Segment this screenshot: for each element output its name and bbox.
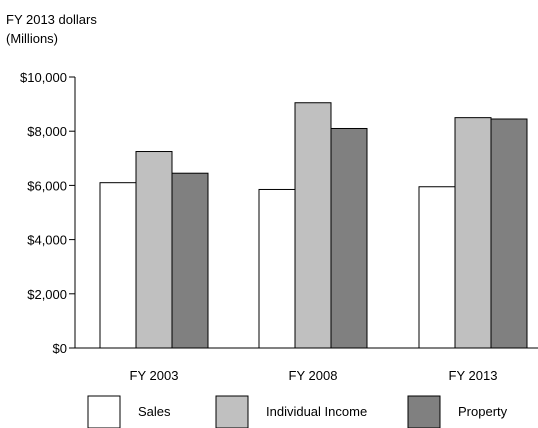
legend-label: Property: [458, 404, 508, 419]
legend-label: Individual Income: [266, 404, 367, 419]
legend-swatch-sales: [87, 395, 121, 428]
x-axis-labels: FY 2003 FY 2008 FY 2013: [130, 368, 498, 383]
y-axis-label-line-2: (Millions): [6, 31, 58, 46]
legend-swatch-individual-income: [215, 395, 249, 428]
legend-swatch-property: [407, 395, 441, 428]
y-axis-ticks: $0 $2,000 $4,000 $6,000 $8,000 $10,000: [20, 70, 75, 356]
bar-individual-income-2: [454, 117, 492, 349]
x-tick-label: FY 2008: [289, 368, 338, 383]
y-axis-label-line-1: FY 2013 dollars: [6, 12, 97, 27]
y-tick-label: $6,000: [27, 178, 67, 193]
y-tick-label: $4,000: [27, 233, 67, 248]
bar-individual-income-0: [135, 151, 173, 349]
y-tick-label: $0: [53, 341, 67, 356]
bar-sales-0: [99, 182, 137, 349]
x-tick-label: FY 2013: [449, 368, 498, 383]
legend-label: Sales: [138, 404, 171, 419]
bar-property-0: [171, 172, 209, 349]
bar-group: [99, 102, 528, 349]
x-tick-label: FY 2003: [130, 368, 179, 383]
bar-sales-1: [258, 188, 296, 349]
y-tick-label: $10,000: [20, 70, 67, 85]
bar-property-2: [490, 118, 528, 349]
bar-property-1: [330, 127, 368, 349]
bar-sales-2: [418, 186, 456, 349]
y-tick-label: $2,000: [27, 287, 67, 302]
legend: Sales Individual Income Property: [87, 395, 508, 428]
y-tick-label: $8,000: [27, 124, 67, 139]
bar-individual-income-1: [294, 102, 332, 349]
